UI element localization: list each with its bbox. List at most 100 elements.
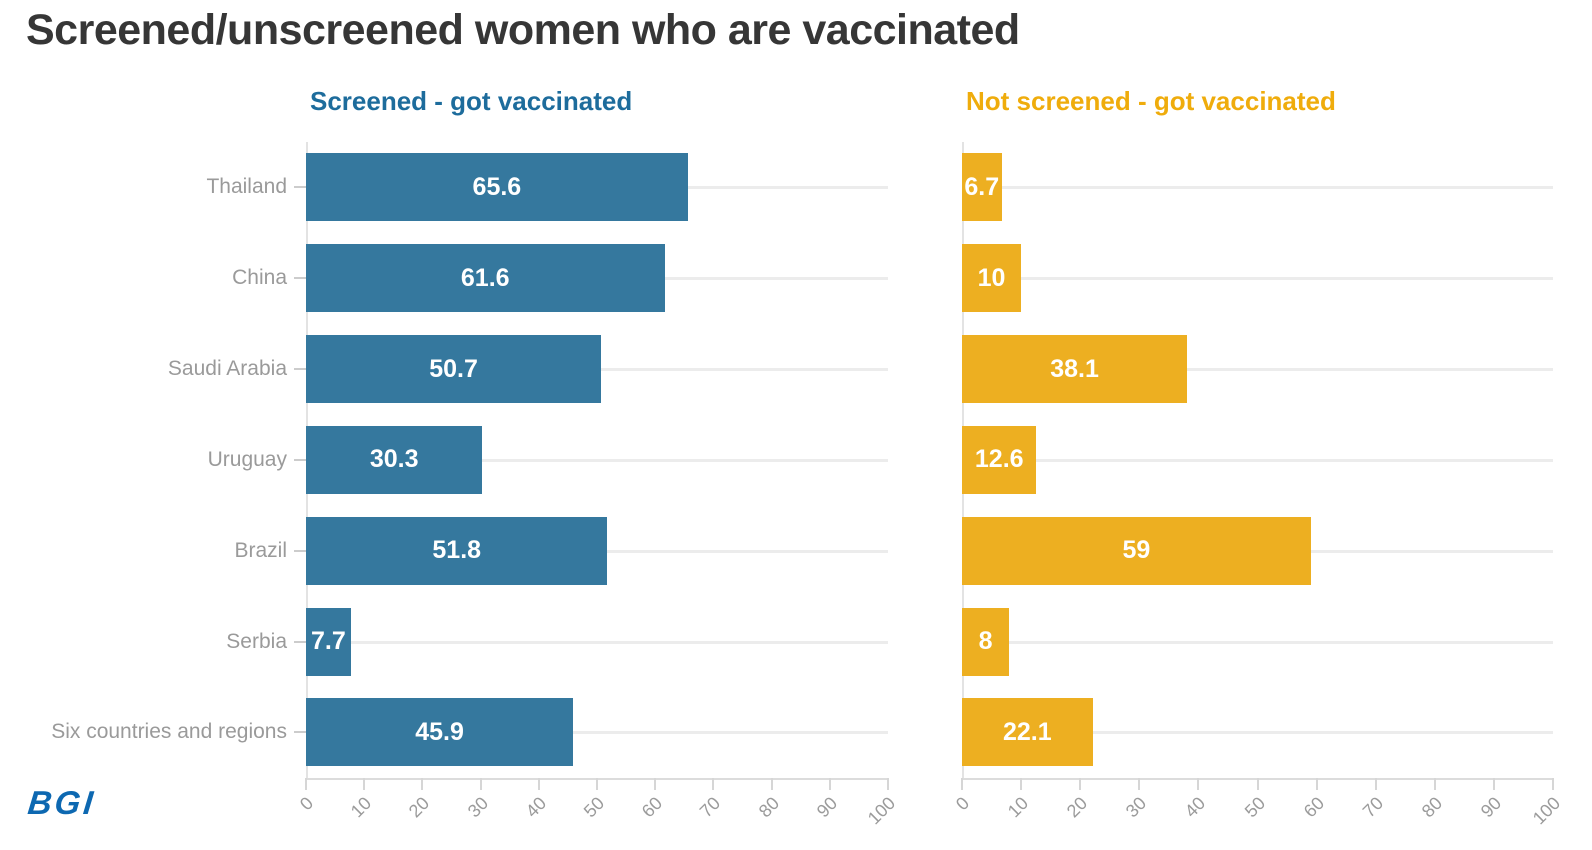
x-axis-tick-label: 50 bbox=[579, 793, 609, 822]
bgi-logo: BGI bbox=[26, 784, 98, 821]
category-tick-mark bbox=[294, 368, 306, 371]
x-axis-tick bbox=[1138, 778, 1141, 790]
bar-row: 65.6 bbox=[306, 142, 888, 233]
category-row: Saudi Arabia bbox=[0, 324, 306, 415]
x-axis-tick-label: 80 bbox=[754, 793, 783, 822]
category-label: Saudi Arabia bbox=[167, 357, 287, 381]
x-axis-tick bbox=[770, 778, 773, 790]
x-axis-tick bbox=[1020, 778, 1023, 790]
bar-thailand: 65.6 bbox=[306, 153, 688, 222]
bar-value-label: 61.6 bbox=[460, 263, 510, 292]
x-axis-not-screened: 0 10 20 30 40 50 60 70 80 90 100 bbox=[952, 778, 1564, 844]
x-axis-tick bbox=[654, 778, 657, 790]
row-gridline bbox=[306, 640, 888, 644]
bar-uruguay: 12.6 bbox=[962, 425, 1037, 494]
row-gridline bbox=[962, 458, 1553, 462]
bar-china: 10 bbox=[962, 244, 1022, 313]
x-axis-tick bbox=[537, 778, 540, 790]
bar-saudi-arabia: 38.1 bbox=[962, 335, 1188, 404]
row-gridline bbox=[962, 731, 1553, 735]
x-axis-tick bbox=[1374, 778, 1377, 790]
x-axis-tick bbox=[305, 778, 307, 790]
bar-brazil: 59 bbox=[962, 516, 1311, 585]
bar-row: 6.7 bbox=[962, 142, 1553, 233]
category-label: Serbia bbox=[226, 629, 287, 653]
x-axis-tick-label: 0 bbox=[951, 793, 974, 815]
bar-row: 38.1 bbox=[962, 324, 1553, 415]
bar-row: 10 bbox=[962, 233, 1553, 324]
x-axis-tick bbox=[712, 778, 715, 790]
x-axis-tick bbox=[1079, 778, 1082, 790]
x-axis-tick-label: 30 bbox=[1122, 793, 1151, 822]
x-axis-tick bbox=[1197, 778, 1200, 790]
bar-row: 61.6 bbox=[306, 233, 888, 324]
x-axis-tick-label: 30 bbox=[463, 793, 492, 822]
category-tick-mark bbox=[294, 731, 306, 734]
x-axis-tick-label: 0 bbox=[295, 793, 318, 815]
row-gridline bbox=[306, 458, 888, 462]
x-axis-tick-label: 10 bbox=[347, 793, 376, 822]
bar-value-label: 59 bbox=[1122, 536, 1151, 565]
bar-thailand: 6.7 bbox=[962, 153, 1002, 222]
row-gridline bbox=[962, 186, 1553, 190]
category-label: Brazil bbox=[234, 538, 287, 562]
bar-uruguay: 30.3 bbox=[306, 425, 483, 494]
x-axis-tick-label: 100 bbox=[863, 793, 900, 829]
bar-row: 7.7 bbox=[306, 596, 888, 687]
bar-serbia: 8 bbox=[962, 607, 1010, 676]
x-axis-tick-label: 40 bbox=[521, 793, 550, 822]
x-axis-tick-label: 50 bbox=[1240, 793, 1269, 822]
panel-title-not-screened: Not screened - got vaccinated bbox=[966, 86, 1336, 116]
x-axis-tick bbox=[961, 778, 963, 790]
bar-six-countries-and-regions: 45.9 bbox=[306, 698, 574, 767]
bar-row: 22.1 bbox=[962, 687, 1553, 778]
x-axis-tick bbox=[479, 778, 482, 790]
category-row: Uruguay bbox=[0, 415, 306, 506]
row-gridline bbox=[962, 368, 1553, 372]
bar-row: 8 bbox=[962, 596, 1553, 687]
bar-six-countries-and-regions: 22.1 bbox=[962, 698, 1093, 767]
bar-value-label: 45.9 bbox=[415, 717, 464, 746]
x-axis-tick bbox=[887, 778, 889, 790]
x-axis-tick-label: 60 bbox=[638, 793, 667, 822]
x-axis-tick-label: 90 bbox=[812, 793, 841, 822]
bar-row: 12.6 bbox=[962, 415, 1553, 506]
row-gridline bbox=[306, 731, 888, 735]
row-gridline bbox=[962, 277, 1553, 281]
x-axis-tick bbox=[363, 778, 366, 790]
x-axis-tick-label: 90 bbox=[1476, 793, 1506, 822]
category-row: Six countries and regions bbox=[0, 687, 306, 778]
x-axis-tick-label: 70 bbox=[696, 793, 725, 822]
x-axis-tick-label: 40 bbox=[1181, 793, 1210, 822]
bar-value-label: 51.8 bbox=[432, 536, 482, 565]
x-axis-tick-label: 10 bbox=[1003, 793, 1033, 822]
x-axis-tick-label: 20 bbox=[405, 793, 434, 822]
x-axis-tick bbox=[596, 778, 598, 790]
category-label: Six countries and regions bbox=[51, 720, 287, 744]
bar-row: 51.8 bbox=[306, 505, 888, 596]
category-tick-mark bbox=[294, 549, 306, 552]
bar-value-label: 7.7 bbox=[311, 627, 346, 656]
category-tick-mark bbox=[294, 186, 306, 189]
x-axis-tick bbox=[1256, 778, 1259, 790]
bar-brazil: 51.8 bbox=[306, 516, 608, 585]
x-axis-screened: 0 10 20 30 40 50 60 70 80 90 100 bbox=[296, 778, 899, 844]
x-axis-tick bbox=[828, 778, 831, 790]
x-axis-tick-label: 20 bbox=[1063, 793, 1092, 822]
panel-title-screened: Screened - got vaccinated bbox=[310, 86, 633, 116]
bar-value-label: 22.1 bbox=[1002, 717, 1052, 746]
category-label: Uruguay bbox=[207, 447, 287, 471]
bar-value-label: 65.6 bbox=[472, 172, 522, 201]
category-tick-mark bbox=[294, 640, 306, 643]
x-axis-tick-label: 100 bbox=[1528, 793, 1565, 829]
category-label: China bbox=[232, 266, 287, 290]
row-gridline bbox=[962, 640, 1553, 644]
bar-value-label: 12.6 bbox=[974, 445, 1024, 474]
x-axis-tick-label: 60 bbox=[1299, 793, 1328, 822]
bar-row: 50.7 bbox=[306, 324, 888, 415]
x-axis-tick bbox=[421, 778, 424, 790]
bar-row: 59 bbox=[962, 505, 1553, 596]
category-label: Thailand bbox=[206, 175, 287, 199]
x-axis-tick bbox=[1552, 778, 1554, 790]
x-axis-tick-label: 70 bbox=[1358, 793, 1387, 822]
